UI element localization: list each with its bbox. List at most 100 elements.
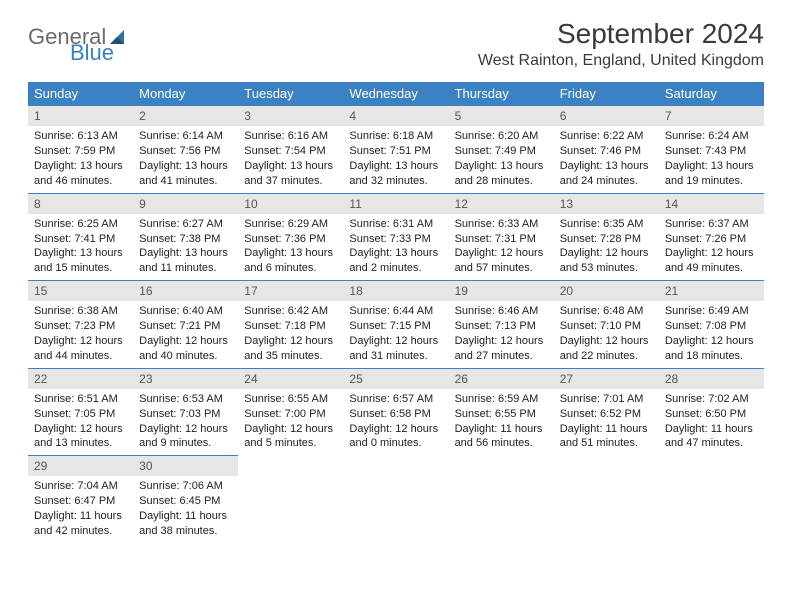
daylight-text: Daylight: 11 hours and 38 minutes. (139, 509, 232, 539)
daylight-text: Daylight: 12 hours and 35 minutes. (244, 334, 337, 364)
sunrise-text: Sunrise: 7:02 AM (665, 392, 758, 407)
sunrise-text: Sunrise: 6:37 AM (665, 217, 758, 232)
day-number: 10 (238, 193, 343, 214)
day-info: Sunrise: 6:46 AMSunset: 7:13 PMDaylight:… (449, 301, 554, 367)
daylight-text: Daylight: 12 hours and 9 minutes. (139, 422, 232, 452)
calendar-table: Sunday Monday Tuesday Wednesday Thursday… (28, 82, 764, 543)
day-info: Sunrise: 6:48 AMSunset: 7:10 PMDaylight:… (554, 301, 659, 367)
day-info: Sunrise: 6:29 AMSunset: 7:36 PMDaylight:… (238, 214, 343, 280)
daylight-text: Daylight: 12 hours and 22 minutes. (560, 334, 653, 364)
sunset-text: Sunset: 6:58 PM (349, 407, 442, 422)
calendar-day-cell: 14Sunrise: 6:37 AMSunset: 7:26 PMDayligh… (659, 193, 764, 281)
weekday-header: Saturday (659, 82, 764, 105)
day-number: 8 (28, 193, 133, 214)
sunset-text: Sunset: 7:31 PM (455, 232, 548, 247)
calendar-week-row: 22Sunrise: 6:51 AMSunset: 7:05 PMDayligh… (28, 368, 764, 456)
day-info: Sunrise: 6:55 AMSunset: 7:00 PMDaylight:… (238, 389, 343, 455)
calendar-week-row: 15Sunrise: 6:38 AMSunset: 7:23 PMDayligh… (28, 280, 764, 368)
sunset-text: Sunset: 6:55 PM (455, 407, 548, 422)
day-info: Sunrise: 6:20 AMSunset: 7:49 PMDaylight:… (449, 126, 554, 192)
day-number: 5 (449, 105, 554, 126)
sunset-text: Sunset: 7:21 PM (139, 319, 232, 334)
daylight-text: Daylight: 13 hours and 2 minutes. (349, 246, 442, 276)
day-number: 15 (28, 280, 133, 301)
sunrise-text: Sunrise: 6:20 AM (455, 129, 548, 144)
calendar-day-cell: 29Sunrise: 7:04 AMSunset: 6:47 PMDayligh… (28, 455, 133, 543)
day-number: 18 (343, 280, 448, 301)
daylight-text: Daylight: 13 hours and 11 minutes. (139, 246, 232, 276)
sunrise-text: Sunrise: 6:55 AM (244, 392, 337, 407)
calendar-day-cell: 22Sunrise: 6:51 AMSunset: 7:05 PMDayligh… (28, 368, 133, 456)
day-info: Sunrise: 6:57 AMSunset: 6:58 PMDaylight:… (343, 389, 448, 455)
calendar-day-cell: 7Sunrise: 6:24 AMSunset: 7:43 PMDaylight… (659, 105, 764, 193)
daylight-text: Daylight: 12 hours and 27 minutes. (455, 334, 548, 364)
daylight-text: Daylight: 11 hours and 51 minutes. (560, 422, 653, 452)
calendar-day-cell: 20Sunrise: 6:48 AMSunset: 7:10 PMDayligh… (554, 280, 659, 368)
calendar-day-cell: 12Sunrise: 6:33 AMSunset: 7:31 PMDayligh… (449, 193, 554, 281)
sunset-text: Sunset: 7:28 PM (560, 232, 653, 247)
sunrise-text: Sunrise: 7:01 AM (560, 392, 653, 407)
sunrise-text: Sunrise: 6:51 AM (34, 392, 127, 407)
calendar-week-row: 1Sunrise: 6:13 AMSunset: 7:59 PMDaylight… (28, 105, 764, 193)
sunset-text: Sunset: 7:18 PM (244, 319, 337, 334)
day-info: Sunrise: 7:02 AMSunset: 6:50 PMDaylight:… (659, 389, 764, 455)
day-number: 25 (343, 368, 448, 389)
daylight-text: Daylight: 13 hours and 28 minutes. (455, 159, 548, 189)
sunset-text: Sunset: 7:33 PM (349, 232, 442, 247)
calendar-day-cell (659, 455, 764, 543)
calendar-day-cell: 24Sunrise: 6:55 AMSunset: 7:00 PMDayligh… (238, 368, 343, 456)
day-info: Sunrise: 6:31 AMSunset: 7:33 PMDaylight:… (343, 214, 448, 280)
day-info: Sunrise: 6:59 AMSunset: 6:55 PMDaylight:… (449, 389, 554, 455)
sunset-text: Sunset: 7:38 PM (139, 232, 232, 247)
day-number: 27 (554, 368, 659, 389)
daylight-text: Daylight: 11 hours and 56 minutes. (455, 422, 548, 452)
sunrise-text: Sunrise: 6:35 AM (560, 217, 653, 232)
day-number: 9 (133, 193, 238, 214)
calendar-day-cell: 2Sunrise: 6:14 AMSunset: 7:56 PMDaylight… (133, 105, 238, 193)
sunset-text: Sunset: 7:23 PM (34, 319, 127, 334)
daylight-text: Daylight: 13 hours and 46 minutes. (34, 159, 127, 189)
day-number: 29 (28, 455, 133, 476)
daylight-text: Daylight: 13 hours and 6 minutes. (244, 246, 337, 276)
day-number: 20 (554, 280, 659, 301)
day-info: Sunrise: 7:06 AMSunset: 6:45 PMDaylight:… (133, 476, 238, 542)
day-number: 24 (238, 368, 343, 389)
sunrise-text: Sunrise: 6:53 AM (139, 392, 232, 407)
daylight-text: Daylight: 12 hours and 5 minutes. (244, 422, 337, 452)
sunset-text: Sunset: 7:41 PM (34, 232, 127, 247)
sunrise-text: Sunrise: 6:16 AM (244, 129, 337, 144)
sunset-text: Sunset: 7:26 PM (665, 232, 758, 247)
sunrise-text: Sunrise: 6:46 AM (455, 304, 548, 319)
sunset-text: Sunset: 7:10 PM (560, 319, 653, 334)
daylight-text: Daylight: 13 hours and 24 minutes. (560, 159, 653, 189)
sunset-text: Sunset: 6:47 PM (34, 494, 127, 509)
weekday-header: Monday (133, 82, 238, 105)
sunrise-text: Sunrise: 6:48 AM (560, 304, 653, 319)
sunset-text: Sunset: 7:51 PM (349, 144, 442, 159)
day-info: Sunrise: 6:25 AMSunset: 7:41 PMDaylight:… (28, 214, 133, 280)
calendar-day-cell: 26Sunrise: 6:59 AMSunset: 6:55 PMDayligh… (449, 368, 554, 456)
day-info: Sunrise: 6:49 AMSunset: 7:08 PMDaylight:… (659, 301, 764, 367)
calendar-day-cell: 21Sunrise: 6:49 AMSunset: 7:08 PMDayligh… (659, 280, 764, 368)
calendar-day-cell: 25Sunrise: 6:57 AMSunset: 6:58 PMDayligh… (343, 368, 448, 456)
calendar-day-cell: 1Sunrise: 6:13 AMSunset: 7:59 PMDaylight… (28, 105, 133, 193)
day-info: Sunrise: 6:51 AMSunset: 7:05 PMDaylight:… (28, 389, 133, 455)
day-info: Sunrise: 6:42 AMSunset: 7:18 PMDaylight:… (238, 301, 343, 367)
sunset-text: Sunset: 7:43 PM (665, 144, 758, 159)
day-info: Sunrise: 6:40 AMSunset: 7:21 PMDaylight:… (133, 301, 238, 367)
weekday-header: Sunday (28, 82, 133, 105)
daylight-text: Daylight: 13 hours and 32 minutes. (349, 159, 442, 189)
calendar-day-cell: 28Sunrise: 7:02 AMSunset: 6:50 PMDayligh… (659, 368, 764, 456)
sunset-text: Sunset: 6:52 PM (560, 407, 653, 422)
sunset-text: Sunset: 7:36 PM (244, 232, 337, 247)
day-info: Sunrise: 6:37 AMSunset: 7:26 PMDaylight:… (659, 214, 764, 280)
calendar-day-cell (449, 455, 554, 543)
day-number: 19 (449, 280, 554, 301)
weekday-header-row: Sunday Monday Tuesday Wednesday Thursday… (28, 82, 764, 105)
weekday-header: Wednesday (343, 82, 448, 105)
sunrise-text: Sunrise: 6:24 AM (665, 129, 758, 144)
sunrise-text: Sunrise: 6:13 AM (34, 129, 127, 144)
daylight-text: Daylight: 13 hours and 19 minutes. (665, 159, 758, 189)
sunrise-text: Sunrise: 6:42 AM (244, 304, 337, 319)
sunrise-text: Sunrise: 6:14 AM (139, 129, 232, 144)
